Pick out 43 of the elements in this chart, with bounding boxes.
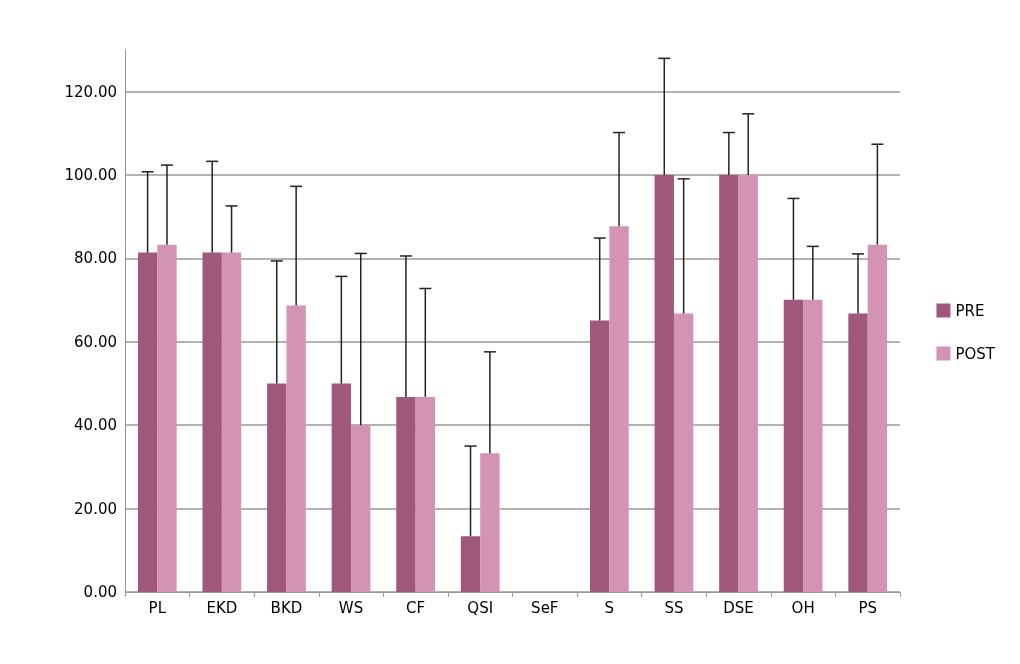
x-tick-label: EKD [206,598,238,617]
bar [867,244,888,592]
x-tick-label: PS [858,598,877,617]
y-tick-label: 120.00 [64,82,117,101]
bar [719,175,739,592]
bar [202,252,222,592]
bar [267,383,287,592]
bar [351,425,371,592]
bar [396,396,416,592]
bar [609,226,629,592]
x-tick-label: CF [406,598,426,617]
bar [157,244,177,592]
legend-label: POST [955,344,996,363]
y-tick-label: 80.00 [74,249,117,268]
y-tick-label: 40.00 [74,416,117,435]
bar [654,175,674,592]
y-tick-label: 60.00 [74,332,117,351]
x-tick-label: SS [664,598,684,617]
x-tick-label: OH [791,598,815,617]
x-tick-label: WS [338,598,364,617]
bar [460,536,481,592]
y-tick-label: 20.00 [74,499,117,518]
y-tick-label: 100.00 [64,166,117,185]
bar [848,313,868,592]
x-tick-label: PL [148,598,167,617]
x-tick-label: BKD [270,598,303,617]
y-tick-label: 0.00 [83,583,117,601]
x-tick-label: SeF [531,598,559,617]
bar [673,313,694,592]
bar [803,299,823,592]
legend-label: PRE [955,301,985,320]
bar [738,175,758,592]
bar [286,305,306,592]
x-tick-label: S [604,598,615,617]
x-tick-label: DSE [723,598,754,617]
bar [590,320,610,592]
x-tick-label: QSI [467,598,494,617]
bar [480,453,500,592]
bar [221,252,242,592]
bar [331,383,352,592]
bar [783,299,804,592]
bar [137,252,158,592]
bar [415,396,435,592]
